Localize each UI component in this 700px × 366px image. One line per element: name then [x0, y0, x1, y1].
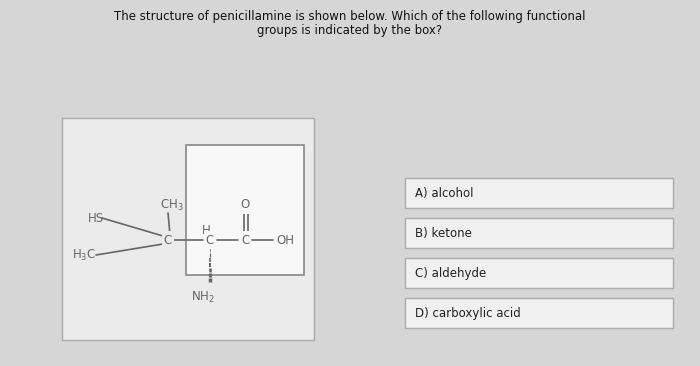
- Text: O: O: [240, 198, 250, 212]
- Bar: [405, 258, 673, 288]
- Text: H: H: [202, 224, 211, 236]
- Text: C: C: [206, 234, 214, 246]
- Text: D) carboxylic acid: D) carboxylic acid: [415, 306, 521, 320]
- Text: HS: HS: [88, 212, 104, 224]
- Text: $\mathregular{NH_2}$: $\mathregular{NH_2}$: [191, 290, 215, 305]
- Text: The structure of penicillamine is shown below. Which of the following functional: The structure of penicillamine is shown …: [114, 10, 586, 23]
- Text: B) ketone: B) ketone: [415, 227, 472, 239]
- Bar: [405, 298, 673, 328]
- Bar: [62, 118, 314, 340]
- Text: groups is indicated by the box?: groups is indicated by the box?: [258, 24, 442, 37]
- Bar: [186, 145, 304, 275]
- Text: C) aldehyde: C) aldehyde: [415, 266, 486, 280]
- Text: C: C: [164, 234, 172, 246]
- Text: OH: OH: [276, 234, 294, 246]
- Text: A) alcohol: A) alcohol: [415, 187, 473, 199]
- Text: $\mathregular{H_3C}$: $\mathregular{H_3C}$: [72, 247, 96, 262]
- Text: $\mathregular{CH_3}$: $\mathregular{CH_3}$: [160, 197, 184, 213]
- Bar: [405, 218, 673, 248]
- Text: C: C: [241, 234, 249, 246]
- Bar: [405, 178, 673, 208]
